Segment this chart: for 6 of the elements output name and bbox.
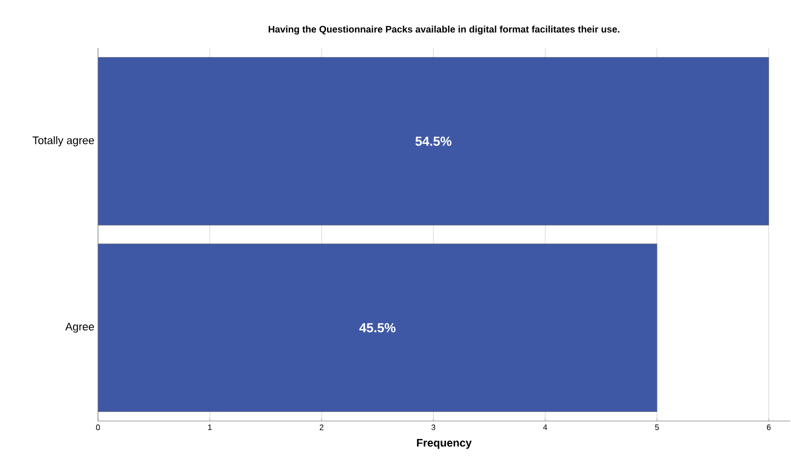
- x-axis-title: Frequency: [417, 439, 472, 449]
- chart-title: Having the Questionnaire Packs available in digital format facilitates their use.: [268, 26, 620, 34]
- y-tick-label: Totally agree: [32, 136, 94, 146]
- annotation: 45.5%: [359, 323, 396, 332]
- annotation: 54.5%: [415, 136, 452, 146]
- y-tick-label: Agree: [65, 322, 94, 333]
